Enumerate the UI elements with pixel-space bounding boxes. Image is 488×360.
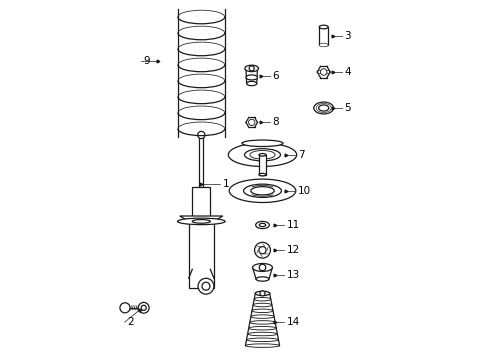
Text: 14: 14 — [286, 317, 300, 327]
Text: 7: 7 — [297, 150, 304, 160]
Ellipse shape — [255, 292, 269, 295]
Ellipse shape — [229, 179, 295, 202]
Text: 6: 6 — [272, 71, 279, 81]
Ellipse shape — [244, 149, 280, 161]
FancyBboxPatch shape — [319, 27, 327, 45]
Ellipse shape — [313, 102, 333, 114]
Ellipse shape — [250, 187, 274, 195]
Text: 5: 5 — [344, 103, 350, 113]
Ellipse shape — [245, 75, 257, 80]
Circle shape — [258, 247, 265, 254]
Text: 12: 12 — [286, 245, 300, 255]
FancyBboxPatch shape — [199, 137, 203, 187]
Ellipse shape — [243, 184, 281, 197]
Circle shape — [120, 303, 130, 313]
Circle shape — [320, 69, 326, 75]
Circle shape — [249, 66, 254, 71]
Ellipse shape — [255, 291, 269, 296]
Ellipse shape — [177, 218, 224, 225]
Circle shape — [254, 242, 270, 258]
Circle shape — [259, 264, 265, 271]
Circle shape — [197, 131, 204, 139]
Ellipse shape — [246, 338, 278, 342]
Ellipse shape — [258, 153, 265, 156]
Ellipse shape — [192, 220, 210, 223]
Text: 8: 8 — [272, 117, 279, 127]
Ellipse shape — [318, 105, 328, 111]
Ellipse shape — [259, 223, 265, 227]
Ellipse shape — [248, 327, 276, 330]
Ellipse shape — [252, 264, 272, 271]
Circle shape — [248, 119, 254, 126]
Ellipse shape — [244, 65, 258, 72]
Ellipse shape — [258, 174, 265, 176]
Ellipse shape — [242, 140, 283, 147]
Ellipse shape — [253, 303, 271, 307]
Ellipse shape — [251, 309, 272, 312]
Ellipse shape — [228, 143, 296, 166]
Ellipse shape — [254, 297, 270, 301]
Text: 2: 2 — [127, 317, 134, 327]
Ellipse shape — [249, 150, 275, 159]
Circle shape — [202, 282, 209, 290]
Circle shape — [138, 302, 149, 313]
Text: 4: 4 — [344, 67, 350, 77]
Circle shape — [260, 291, 264, 296]
Ellipse shape — [246, 81, 256, 86]
Ellipse shape — [247, 332, 277, 336]
Circle shape — [141, 305, 146, 310]
Ellipse shape — [245, 344, 279, 347]
Text: 9: 9 — [143, 56, 150, 66]
Text: 10: 10 — [297, 186, 310, 196]
Ellipse shape — [319, 43, 327, 47]
Text: 3: 3 — [344, 31, 350, 41]
Text: 1: 1 — [223, 179, 229, 189]
Polygon shape — [179, 216, 223, 223]
FancyBboxPatch shape — [258, 155, 265, 175]
Ellipse shape — [319, 25, 327, 29]
Text: 13: 13 — [286, 270, 300, 280]
FancyBboxPatch shape — [188, 223, 213, 288]
Circle shape — [198, 278, 213, 294]
Ellipse shape — [256, 277, 268, 281]
Text: 11: 11 — [286, 220, 300, 230]
FancyBboxPatch shape — [192, 187, 210, 252]
Ellipse shape — [255, 221, 269, 229]
Ellipse shape — [250, 315, 274, 318]
Ellipse shape — [249, 321, 275, 324]
